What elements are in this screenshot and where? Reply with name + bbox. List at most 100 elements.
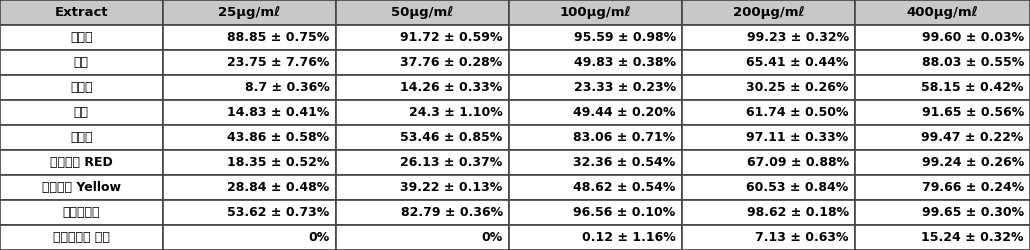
- Bar: [682, 50, 855, 75]
- Text: 200μg/mℓ: 200μg/mℓ: [732, 6, 804, 19]
- Text: 토복령: 토복령: [70, 31, 93, 44]
- Text: 0.12 ± 1.16%: 0.12 ± 1.16%: [582, 231, 676, 244]
- Bar: [855, 100, 1030, 125]
- Bar: [509, 50, 682, 75]
- Bar: [855, 125, 1030, 150]
- Bar: [509, 100, 682, 125]
- Text: 0%: 0%: [308, 231, 330, 244]
- Bar: [855, 0, 1030, 25]
- Text: 24.3 ± 1.10%: 24.3 ± 1.10%: [409, 106, 503, 119]
- Text: 8.7 ± 0.36%: 8.7 ± 0.36%: [245, 81, 330, 94]
- Bar: [682, 25, 855, 50]
- Text: 100μg/mℓ: 100μg/mℓ: [559, 6, 631, 19]
- Bar: [163, 0, 336, 25]
- Bar: [682, 100, 855, 125]
- Bar: [0, 50, 163, 75]
- Text: 400μg/mℓ: 400μg/mℓ: [906, 6, 978, 19]
- Bar: [0, 75, 163, 100]
- Text: 97.11 ± 0.33%: 97.11 ± 0.33%: [747, 131, 849, 144]
- Text: 체리세이지: 체리세이지: [63, 206, 100, 219]
- Bar: [163, 100, 336, 125]
- Text: 체리세이지 정유: 체리세이지 정유: [53, 231, 110, 244]
- Text: 96.56 ± 0.10%: 96.56 ± 0.10%: [574, 206, 676, 219]
- Bar: [336, 225, 509, 250]
- Bar: [0, 0, 163, 25]
- Text: 18.35 ± 0.52%: 18.35 ± 0.52%: [228, 156, 330, 169]
- Text: 37.76 ± 0.28%: 37.76 ± 0.28%: [401, 56, 503, 69]
- Text: 작약: 작약: [74, 56, 89, 69]
- Bar: [336, 150, 509, 175]
- Text: 연자육: 연자육: [70, 81, 93, 94]
- Text: 48.62 ± 0.54%: 48.62 ± 0.54%: [574, 181, 676, 194]
- Text: 49.83 ± 0.38%: 49.83 ± 0.38%: [574, 56, 676, 69]
- Text: 65.41 ± 0.44%: 65.41 ± 0.44%: [746, 56, 849, 69]
- Bar: [0, 175, 163, 200]
- Text: 7.13 ± 0.63%: 7.13 ± 0.63%: [755, 231, 849, 244]
- Text: 99.24 ± 0.26%: 99.24 ± 0.26%: [922, 156, 1024, 169]
- Bar: [682, 225, 855, 250]
- Text: 23.33 ± 0.23%: 23.33 ± 0.23%: [574, 81, 676, 94]
- Text: 58.15 ± 0.42%: 58.15 ± 0.42%: [921, 81, 1024, 94]
- Bar: [0, 25, 163, 50]
- Bar: [855, 175, 1030, 200]
- Bar: [855, 225, 1030, 250]
- Text: 25μg/mℓ: 25μg/mℓ: [218, 6, 280, 19]
- Bar: [509, 200, 682, 225]
- Bar: [509, 225, 682, 250]
- Text: 0%: 0%: [481, 231, 503, 244]
- Text: 83.06 ± 0.71%: 83.06 ± 0.71%: [574, 131, 676, 144]
- Text: 61.74 ± 0.50%: 61.74 ± 0.50%: [746, 106, 849, 119]
- Text: 60.53 ± 0.84%: 60.53 ± 0.84%: [747, 181, 849, 194]
- Text: 메리골드 Yellow: 메리골드 Yellow: [42, 181, 121, 194]
- Bar: [509, 75, 682, 100]
- Text: 79.66 ± 0.24%: 79.66 ± 0.24%: [922, 181, 1024, 194]
- Text: 14.83 ± 0.41%: 14.83 ± 0.41%: [228, 106, 330, 119]
- Bar: [682, 125, 855, 150]
- Bar: [855, 200, 1030, 225]
- Bar: [336, 100, 509, 125]
- Bar: [336, 175, 509, 200]
- Bar: [509, 175, 682, 200]
- Text: 99.23 ± 0.32%: 99.23 ± 0.32%: [747, 31, 849, 44]
- Bar: [0, 225, 163, 250]
- Bar: [855, 150, 1030, 175]
- Text: 53.46 ± 0.85%: 53.46 ± 0.85%: [401, 131, 503, 144]
- Text: 자전자: 자전자: [70, 131, 93, 144]
- Text: 26.13 ± 0.37%: 26.13 ± 0.37%: [401, 156, 503, 169]
- Bar: [682, 75, 855, 100]
- Bar: [0, 200, 163, 225]
- Text: 14.26 ± 0.33%: 14.26 ± 0.33%: [401, 81, 503, 94]
- Text: 30.25 ± 0.26%: 30.25 ± 0.26%: [747, 81, 849, 94]
- Bar: [163, 150, 336, 175]
- Bar: [336, 0, 509, 25]
- Text: 15.24 ± 0.32%: 15.24 ± 0.32%: [921, 231, 1024, 244]
- Bar: [509, 125, 682, 150]
- Bar: [163, 50, 336, 75]
- Bar: [163, 175, 336, 200]
- Bar: [682, 150, 855, 175]
- Text: 메리골드 RED: 메리골드 RED: [50, 156, 112, 169]
- Text: 88.03 ± 0.55%: 88.03 ± 0.55%: [922, 56, 1024, 69]
- Bar: [0, 100, 163, 125]
- Text: 88.85 ± 0.75%: 88.85 ± 0.75%: [228, 31, 330, 44]
- Text: 32.36 ± 0.54%: 32.36 ± 0.54%: [574, 156, 676, 169]
- Bar: [336, 50, 509, 75]
- Text: 99.60 ± 0.03%: 99.60 ± 0.03%: [922, 31, 1024, 44]
- Text: 53.62 ± 0.73%: 53.62 ± 0.73%: [228, 206, 330, 219]
- Bar: [163, 200, 336, 225]
- Bar: [163, 125, 336, 150]
- Bar: [855, 25, 1030, 50]
- Bar: [336, 25, 509, 50]
- Text: 95.59 ± 0.98%: 95.59 ± 0.98%: [574, 31, 676, 44]
- Text: 99.47 ± 0.22%: 99.47 ± 0.22%: [922, 131, 1024, 144]
- Text: 91.72 ± 0.59%: 91.72 ± 0.59%: [401, 31, 503, 44]
- Text: 43.86 ± 0.58%: 43.86 ± 0.58%: [228, 131, 330, 144]
- Text: 98.62 ± 0.18%: 98.62 ± 0.18%: [747, 206, 849, 219]
- Text: Extract: Extract: [55, 6, 108, 19]
- Text: 91.65 ± 0.56%: 91.65 ± 0.56%: [922, 106, 1024, 119]
- Bar: [509, 0, 682, 25]
- Bar: [163, 25, 336, 50]
- Text: 82.79 ± 0.36%: 82.79 ± 0.36%: [401, 206, 503, 219]
- Text: 50μg/mℓ: 50μg/mℓ: [391, 6, 453, 19]
- Bar: [336, 125, 509, 150]
